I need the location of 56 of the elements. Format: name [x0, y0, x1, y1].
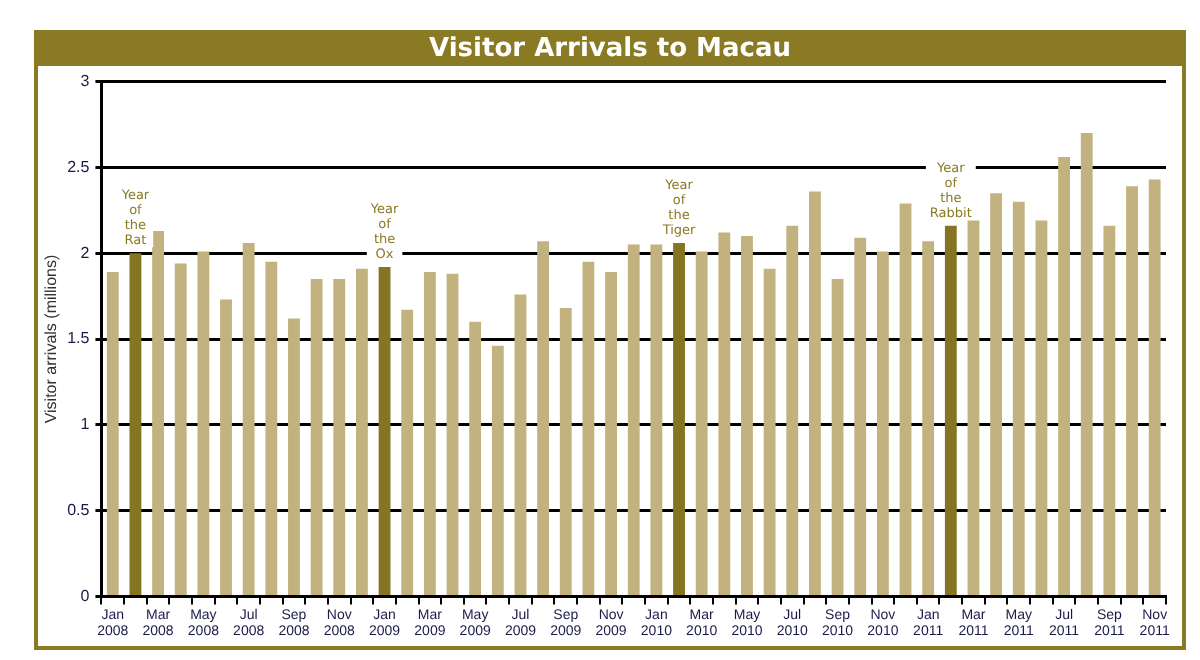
bar [899, 203, 912, 595]
bar [967, 220, 980, 595]
bar [537, 241, 550, 595]
bar [378, 266, 391, 595]
bar [605, 272, 617, 595]
bar [673, 242, 685, 595]
bar [1126, 186, 1138, 595]
bar [944, 225, 957, 595]
y-tick-label: 1 [80, 415, 91, 434]
bar [559, 308, 572, 595]
bar [129, 253, 142, 595]
bar [922, 241, 935, 595]
bar [627, 244, 640, 595]
bar [1035, 220, 1048, 595]
y-axis-title: Visitor arrivals (millions) [42, 254, 61, 424]
bar [582, 261, 595, 595]
bar [1058, 157, 1070, 595]
bar [197, 251, 210, 595]
bar [220, 299, 232, 595]
bar [423, 272, 436, 595]
bar [106, 272, 119, 595]
y-tick-label: 1.5 [67, 329, 91, 348]
bar [401, 309, 414, 595]
bar [1012, 201, 1025, 595]
bar [718, 232, 731, 595]
bar [288, 318, 300, 595]
bar [809, 191, 821, 595]
bar [990, 193, 1003, 595]
y-tick-label: 3 [80, 72, 91, 91]
bar [1080, 133, 1093, 595]
bar [831, 278, 844, 595]
bar [242, 242, 255, 595]
y-tick-label: 0.5 [67, 501, 91, 520]
bar [265, 261, 278, 595]
bar [333, 278, 346, 595]
bar [854, 237, 867, 595]
y-tick-label: 0 [80, 586, 91, 605]
bar [763, 268, 776, 595]
bar [876, 251, 889, 595]
bar [356, 268, 368, 595]
y-tick-label: 2.5 [67, 157, 91, 176]
y-tick-label: 2 [80, 243, 91, 262]
bar [1103, 225, 1116, 595]
bar [741, 236, 753, 595]
chart-title: Visitor Arrivals to Macau [38, 34, 1182, 66]
bar [491, 345, 504, 595]
bar [786, 225, 799, 595]
bar [514, 294, 527, 595]
bar [174, 263, 187, 595]
bar [650, 244, 663, 595]
bar [469, 321, 482, 595]
bar [310, 278, 323, 595]
bar [446, 273, 459, 595]
bar [695, 251, 708, 595]
bar [152, 230, 164, 595]
bar [1148, 179, 1161, 595]
